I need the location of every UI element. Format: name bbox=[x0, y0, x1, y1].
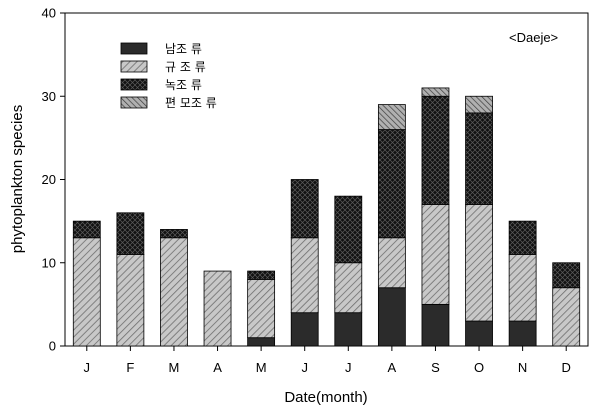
bar-segment-2-2 bbox=[116, 254, 145, 347]
bar-segment-2-6 bbox=[290, 237, 319, 314]
x-tick-label: J bbox=[345, 360, 352, 375]
bars-layer bbox=[72, 87, 581, 347]
legend-label: 규 조 류 bbox=[165, 60, 206, 74]
x-tick-label: F bbox=[126, 360, 134, 375]
bar-segment-3-9 bbox=[421, 95, 450, 205]
x-tick-label: M bbox=[169, 360, 180, 375]
x-axis-title: Date(month) bbox=[284, 389, 367, 406]
bar-segment-2-4 bbox=[203, 270, 232, 347]
bar-segment-2-8 bbox=[377, 237, 406, 289]
bar-segment-3-5 bbox=[247, 270, 276, 280]
bar-segment-3-11 bbox=[508, 220, 537, 255]
y-tick-label: 30 bbox=[42, 89, 56, 104]
x-tick-label: J bbox=[301, 360, 308, 375]
bar-segment-3-3 bbox=[160, 229, 188, 239]
legend-swatch bbox=[120, 78, 148, 91]
x-tick-label: D bbox=[562, 360, 571, 375]
bar-segment-2-5 bbox=[247, 278, 276, 339]
legend-label: 녹조 류 bbox=[165, 78, 202, 92]
legend: 남조 류규 조 류녹조 류편 모조 류 bbox=[120, 42, 217, 110]
bar-segment-2-9 bbox=[421, 204, 450, 305]
x-tick-label: A bbox=[388, 360, 397, 375]
bar-segment-3-1 bbox=[72, 220, 101, 239]
bar-segment-3-7 bbox=[334, 195, 363, 264]
x-tick-label: M bbox=[256, 360, 267, 375]
bar-segment-3-10 bbox=[465, 112, 493, 205]
legend-label: 남조 류 bbox=[165, 42, 202, 56]
x-tick-label: N bbox=[518, 360, 527, 375]
legend-swatch bbox=[120, 96, 148, 109]
bar-segment-4-10 bbox=[465, 95, 493, 114]
bar-segment-4-9 bbox=[421, 87, 450, 97]
bar-segment-2-11 bbox=[508, 254, 537, 322]
legend-label: 편 모조 류 bbox=[165, 96, 217, 110]
y-tick-label: 40 bbox=[42, 6, 56, 21]
x-tick-label: A bbox=[213, 360, 222, 375]
bar-segment-1-5 bbox=[247, 337, 276, 347]
bar-segment-1-6 bbox=[290, 312, 319, 347]
y-axis-title: phytoplankton species bbox=[9, 105, 26, 253]
y-tick-label: 10 bbox=[42, 255, 56, 270]
bar-segment-1-8 bbox=[377, 287, 406, 347]
bar-segment-1-9 bbox=[421, 303, 450, 347]
legend-swatch bbox=[120, 42, 148, 55]
bar-segment-3-8 bbox=[377, 129, 406, 239]
x-tick-label: S bbox=[431, 360, 440, 375]
bar-segment-1-11 bbox=[508, 320, 537, 347]
x-tick-label: J bbox=[84, 360, 91, 375]
x-tick-label: O bbox=[474, 360, 484, 375]
bar-segment-2-10 bbox=[465, 204, 493, 322]
bar-segment-3-2 bbox=[116, 212, 145, 255]
bar-segment-2-3 bbox=[160, 237, 188, 347]
bar-segment-2-7 bbox=[334, 262, 363, 314]
bar-segment-2-1 bbox=[72, 237, 101, 347]
bar-segment-2-12 bbox=[552, 287, 581, 347]
y-tick-label: 20 bbox=[42, 172, 56, 187]
bar-segment-1-7 bbox=[334, 312, 363, 347]
annotation-label: <Daeje> bbox=[509, 30, 558, 45]
y-axis: 0 10 20 30 40 bbox=[42, 6, 65, 354]
bar-segment-3-12 bbox=[552, 262, 581, 289]
bar-segment-4-8 bbox=[377, 104, 406, 130]
y-tick-label: 0 bbox=[49, 339, 56, 354]
legend-swatch bbox=[120, 60, 148, 73]
bar-segment-3-6 bbox=[290, 179, 319, 239]
bar-segment-1-10 bbox=[465, 320, 493, 347]
